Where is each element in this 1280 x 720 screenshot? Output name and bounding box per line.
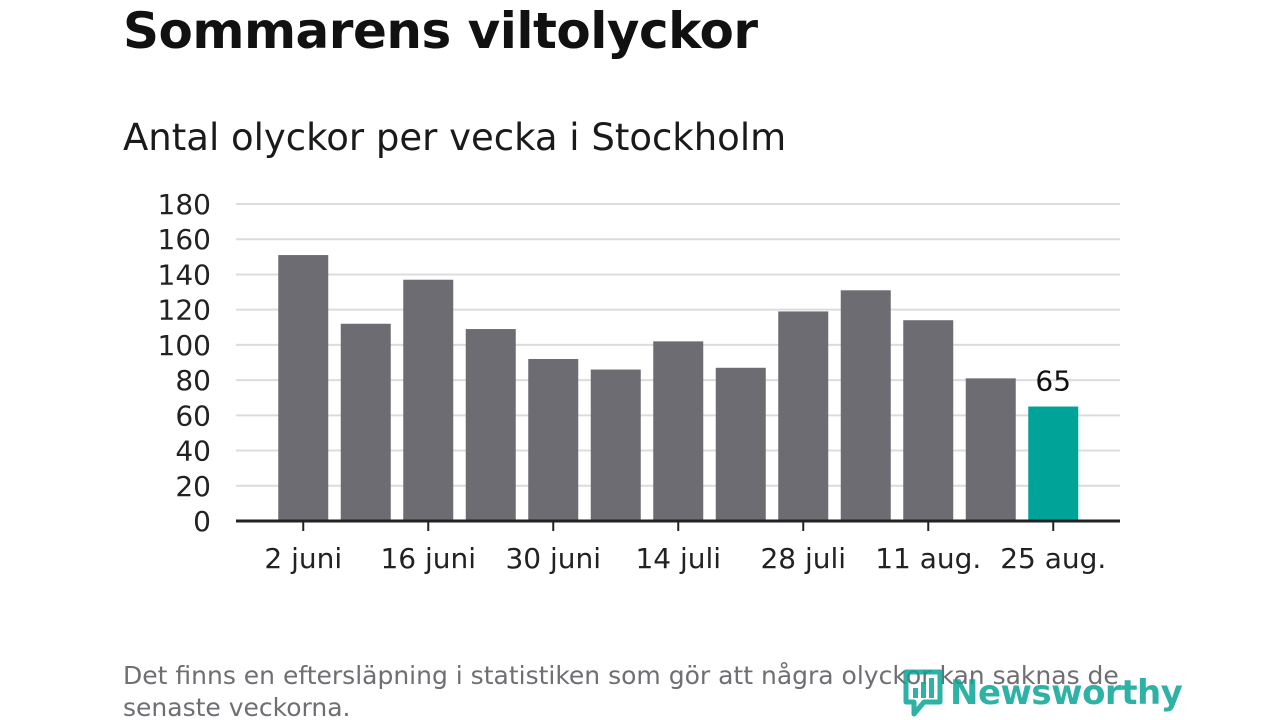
y-tick-label: 100 (158, 329, 211, 362)
bar (653, 341, 704, 521)
x-tick-label: 28 juli (760, 542, 846, 575)
y-tick-label: 20 (175, 470, 211, 503)
y-tick-label: 0 (193, 505, 211, 538)
bar (1028, 406, 1079, 521)
bar (903, 320, 954, 521)
y-tick-label: 160 (158, 223, 211, 256)
y-tick-label: 40 (175, 435, 211, 468)
bar (778, 311, 829, 521)
data-label: 65 (1035, 365, 1071, 398)
footnote: Det finns en eftersläpning i statistiken… (123, 661, 1119, 720)
bar (840, 290, 891, 521)
x-tick-label: 25 aug. (1000, 542, 1106, 575)
bar (965, 378, 1016, 521)
bar (340, 323, 391, 521)
y-tick-label: 80 (175, 364, 211, 397)
x-tick-label: 30 juni (505, 542, 601, 575)
bar (590, 369, 641, 521)
y-tick-label: 120 (158, 294, 211, 327)
bar (465, 329, 516, 521)
chart-title: Sommarens viltolyckor (123, 2, 758, 60)
bar (715, 367, 766, 521)
x-tick-label: 2 juni (264, 542, 342, 575)
newsworthy-logo-icon (903, 669, 943, 717)
newsworthy-logo: Newsworthy (902, 668, 1183, 718)
logo-text: Newsworthy (950, 673, 1183, 713)
chart-subtitle: Antal olyckor per vecka i Stockholm (123, 116, 787, 159)
x-tick-label: 11 aug. (875, 542, 981, 575)
x-tick-label: 16 juni (380, 542, 476, 575)
y-tick-label: 140 (158, 258, 211, 291)
y-tick-label: 60 (175, 399, 211, 432)
y-tick-label: 180 (158, 188, 211, 221)
bar (278, 255, 329, 522)
bar (528, 358, 579, 521)
bar (403, 279, 454, 521)
x-tick-label: 14 juli (635, 542, 721, 575)
